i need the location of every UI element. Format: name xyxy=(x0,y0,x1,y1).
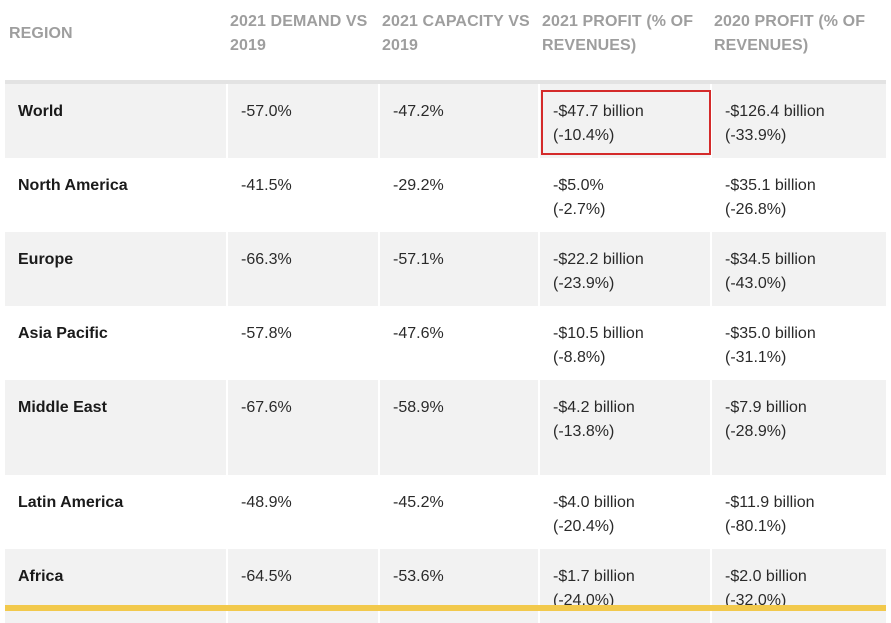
capacity-cell: -29.2% xyxy=(378,158,538,232)
profit-2020-percent: (-31.1%) xyxy=(725,349,787,366)
demand-cell: -66.3% xyxy=(226,232,378,306)
profit-2021-cell: -$5.0% (-2.7%) xyxy=(538,158,710,232)
region-cell: Africa xyxy=(5,549,226,623)
table-row: North America -41.5% -29.2% -$5.0% (-2.7… xyxy=(5,158,886,232)
profit-2020-amount: -$7.9 billion xyxy=(725,399,807,416)
profit-2021-percent: (-13.8%) xyxy=(553,423,615,440)
capacity-cell: -47.6% xyxy=(378,306,538,380)
header-profit-2020: 2020 PROFIT (% OF REVENUES) xyxy=(710,0,886,84)
profit-2020-percent: (-32.0%) xyxy=(725,592,787,609)
profit-2020-cell: -$126.4 billion (-33.9%) xyxy=(710,84,886,158)
footer-accent-bar xyxy=(5,605,886,611)
header-capacity: 2021 CAPACITY VS 2019 xyxy=(378,0,538,84)
header-demand: 2021 DEMAND VS 2019 xyxy=(226,0,378,84)
table-row: Africa -64.5% -53.6% -$1.7 billion (-24.… xyxy=(5,549,886,623)
demand-cell: -57.8% xyxy=(226,306,378,380)
table-row: Europe -66.3% -57.1% -$22.2 billion (-23… xyxy=(5,232,886,306)
regional-profit-table: REGION 2021 DEMAND VS 2019 2021 CAPACITY… xyxy=(5,0,886,623)
header-profit-2021: 2021 PROFIT (% OF REVENUES) xyxy=(538,0,710,84)
profit-2021-cell: -$22.2 billion (-23.9%) xyxy=(538,232,710,306)
demand-cell: -67.6% xyxy=(226,380,378,475)
demand-cell: -48.9% xyxy=(226,475,378,549)
profit-2021-amount: -$47.7 billion xyxy=(553,103,644,120)
profit-2020-percent: (-28.9%) xyxy=(725,423,787,440)
capacity-cell: -58.9% xyxy=(378,380,538,475)
profit-2020-percent: (-33.9%) xyxy=(725,127,787,144)
profit-2021-amount: -$1.7 billion xyxy=(553,568,635,585)
profit-2020-cell: -$7.9 billion (-28.9%) xyxy=(710,380,886,475)
profit-2020-amount: -$35.0 billion xyxy=(725,325,816,342)
table-row: Middle East -67.6% -58.9% -$4.2 billion … xyxy=(5,380,886,475)
profit-2020-percent: (-43.0%) xyxy=(725,275,787,292)
profit-2021-percent: (-23.9%) xyxy=(553,275,615,292)
profit-2021-percent: (-20.4%) xyxy=(553,518,615,535)
profit-2021-amount: -$10.5 billion xyxy=(553,325,644,342)
profit-2021-percent: (-24.0%) xyxy=(553,592,615,609)
region-cell: Middle East xyxy=(5,380,226,475)
profit-2021-percent: (-8.8%) xyxy=(553,349,606,366)
profit-2020-amount: -$11.9 billion xyxy=(725,494,815,511)
capacity-cell: -45.2% xyxy=(378,475,538,549)
profit-2021-amount: -$4.0 billion xyxy=(553,494,635,511)
capacity-cell: -53.6% xyxy=(378,549,538,623)
profit-2021-amount: -$5.0% xyxy=(553,177,604,194)
region-cell: Asia Pacific xyxy=(18,325,108,342)
profit-2020-cell: -$11.9 billion (-80.1%) xyxy=(710,475,886,549)
profit-2020-percent: (-80.1%) xyxy=(725,518,787,535)
profit-2021-cell: -$47.7 billion (-10.4%) xyxy=(538,84,711,158)
demand-cell: -57.0% xyxy=(226,84,378,158)
profit-2021-percent: (-2.7%) xyxy=(553,201,606,218)
profit-2020-percent: (-26.8%) xyxy=(725,201,787,218)
profit-2020-amount: -$35.1 billion xyxy=(725,177,816,194)
table-row: Asia Pacific -57.8% -47.6% -$10.5 billio… xyxy=(5,306,886,380)
profit-2020-amount: -$2.0 billion xyxy=(725,568,807,585)
profit-2020-cell: -$2.0 billion (-32.0%) xyxy=(710,549,886,623)
table-body: World -57.0% -47.2% -$47.7 billion (-10.… xyxy=(5,84,886,623)
profit-2021-percent: (-10.4%) xyxy=(553,127,615,144)
profit-2020-cell: -$35.0 billion (-31.1%) xyxy=(710,306,886,380)
profit-2021-amount: -$22.2 billion xyxy=(553,251,644,268)
header-row: REGION 2021 DEMAND VS 2019 2021 CAPACITY… xyxy=(5,0,886,84)
region-cell: Latin America xyxy=(18,494,124,511)
table-row: Latin America -48.9% -45.2% -$4.0 billio… xyxy=(5,475,886,549)
region-cell: World xyxy=(5,84,226,158)
profit-2021-cell: -$4.0 billion (-20.4%) xyxy=(538,475,710,549)
region-cell: North America xyxy=(18,177,128,194)
header-region: REGION xyxy=(5,0,226,84)
demand-cell: -64.5% xyxy=(226,549,378,623)
demand-cell: -41.5% xyxy=(226,158,378,232)
profit-2020-amount: -$126.4 billion xyxy=(725,103,825,120)
profit-2021-amount: -$4.2 billion xyxy=(553,399,635,416)
table-row: World -57.0% -47.2% -$47.7 billion (-10.… xyxy=(5,84,886,158)
table-header: REGION 2021 DEMAND VS 2019 2021 CAPACITY… xyxy=(5,0,886,84)
region-cell: Europe xyxy=(5,232,226,306)
profit-2021-cell: -$4.2 billion (-13.8%) xyxy=(538,380,710,475)
capacity-cell: -47.2% xyxy=(378,84,538,158)
capacity-cell: -57.1% xyxy=(378,232,538,306)
profit-2021-cell: -$1.7 billion (-24.0%) xyxy=(538,549,710,623)
profit-2021-cell: -$10.5 billion (-8.8%) xyxy=(538,306,710,380)
profit-2020-cell: -$35.1 billion (-26.8%) xyxy=(710,158,886,232)
profit-2020-cell: -$34.5 billion (-43.0%) xyxy=(710,232,886,306)
profit-2020-amount: -$34.5 billion xyxy=(725,251,816,268)
